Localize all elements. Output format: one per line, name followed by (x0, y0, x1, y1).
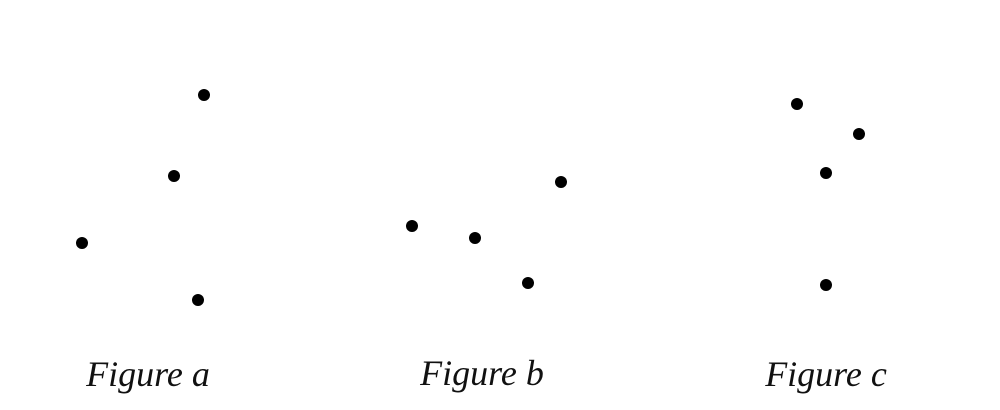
figure-c: Figure c (764, 98, 887, 394)
figure-b-point-4 (522, 277, 534, 289)
figure-b-point-3 (469, 232, 481, 244)
figure-b-point-1 (555, 176, 567, 188)
figure-a-point-4 (192, 294, 204, 306)
figure-c-point-2 (853, 128, 865, 140)
figure-c-caption: Figure c (764, 354, 887, 394)
figure-a-point-3 (76, 237, 88, 249)
figure-c-point-4 (820, 279, 832, 291)
figure-b-point-2 (406, 220, 418, 232)
figure-b-caption: Figure b (419, 353, 544, 393)
figure-a-point-1 (198, 89, 210, 101)
figure-a: Figure a (76, 89, 210, 394)
figure-b: Figure b (406, 176, 567, 393)
figure-a-point-2 (168, 170, 180, 182)
figure-c-point-3 (820, 167, 832, 179)
figure-a-caption: Figure a (85, 354, 210, 394)
figure-c-point-1 (791, 98, 803, 110)
